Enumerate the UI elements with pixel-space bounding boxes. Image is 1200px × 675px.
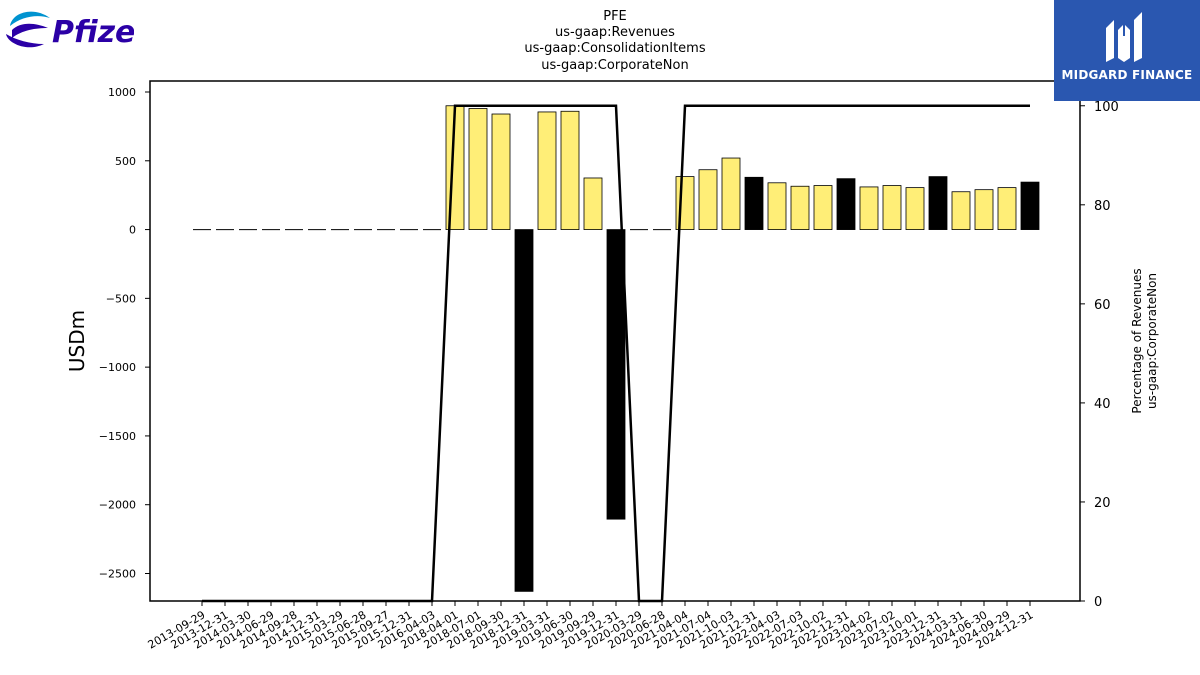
bar (905, 187, 925, 230)
y2-tick-label: 80 (1094, 199, 1111, 214)
y2-axis-label-line-2: us-gaap:CorporateNon (1145, 273, 1159, 409)
y-tick-label: 1000 (108, 86, 136, 99)
y-tick-label: −1500 (99, 430, 136, 443)
y-tick-label: −2500 (99, 567, 136, 580)
y-tick-label: 0 (129, 224, 136, 237)
y-axis-left: 1000 500 0 −500 −1000 −1500 −2000 −2500 (99, 86, 150, 580)
y-axis-label: USDm (65, 310, 89, 372)
bar-series (445, 105, 1040, 592)
bar (1020, 181, 1040, 230)
bar (744, 176, 764, 230)
chart-title: PFE us-gaap:Revenues us-gaap:Consolidati… (524, 9, 705, 73)
bar (491, 113, 511, 230)
chart-title-line-1: PFE (603, 9, 627, 24)
x-axis: 2013-09-292013-12-312014-03-302014-06-29… (146, 601, 1036, 652)
y2-tick-label: 20 (1094, 496, 1111, 511)
pfizer-mark-icon: Pfizer (6, 11, 152, 50)
chart-title-line-3: us-gaap:ConsolidationItems (524, 41, 705, 56)
midgard-finance-logo: MIDGARD FINANCE (1054, 0, 1200, 101)
midgard-finance-wordmark: MIDGARD FINANCE (1061, 68, 1193, 82)
bar (606, 229, 626, 520)
y-tick-label: 500 (115, 155, 136, 168)
y-tick-label: −2000 (99, 499, 136, 512)
bar (560, 110, 580, 230)
bar (514, 229, 534, 592)
bar (836, 178, 856, 230)
y-tick-label: −500 (106, 292, 136, 305)
bar (537, 111, 557, 230)
y2-axis-label-line-1: Percentage of Revenues (1130, 268, 1144, 413)
bar (997, 187, 1017, 230)
bar (813, 185, 833, 230)
y2-tick-label: 100 (1094, 100, 1119, 115)
y2-tick-label: 0 (1094, 595, 1102, 610)
bar (721, 157, 741, 230)
y-tick-label: −1000 (99, 361, 136, 374)
bar (468, 108, 488, 230)
bar (767, 182, 787, 230)
y2-tick-label: 60 (1094, 298, 1111, 313)
bar (974, 189, 994, 230)
pfizer-wordmark: Pfizer (52, 15, 134, 50)
plot-frame (149, 80, 1081, 602)
bar (583, 177, 603, 230)
bar (951, 191, 971, 230)
y2-tick-label: 40 (1094, 397, 1111, 412)
bar (882, 185, 902, 230)
chart-title-line-2: us-gaap:Revenues (555, 25, 675, 40)
pfizer-logo: Pfizer (4, 4, 152, 58)
bar (859, 186, 879, 230)
bar (790, 185, 810, 230)
chart-title-line-4: us-gaap:CorporateNon (541, 58, 688, 73)
bar (928, 176, 948, 230)
y-axis-right: 0 20 40 60 80 100 (1080, 100, 1119, 610)
bar (698, 169, 718, 230)
midgard-mark-icon (1106, 12, 1142, 62)
